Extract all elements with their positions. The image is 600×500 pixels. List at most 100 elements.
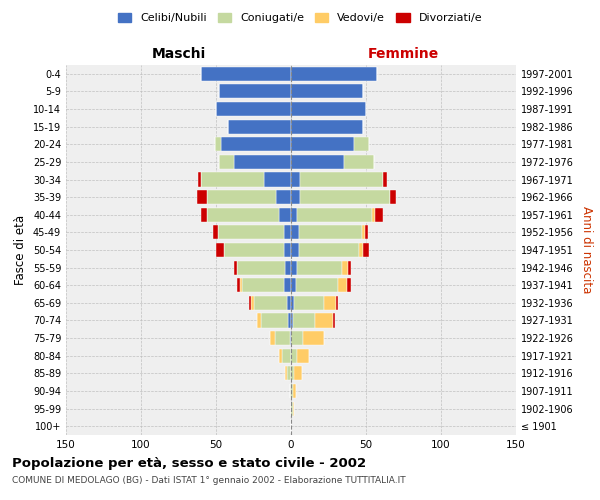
Bar <box>337 278 347 292</box>
Bar <box>261 314 288 328</box>
Bar <box>291 331 303 345</box>
Bar <box>300 190 390 204</box>
Bar <box>197 190 207 204</box>
Bar <box>359 243 363 257</box>
Bar <box>297 260 342 274</box>
Bar <box>315 314 333 328</box>
Bar <box>254 296 287 310</box>
Bar <box>336 296 337 310</box>
Bar <box>293 384 296 398</box>
Bar <box>290 331 291 345</box>
Bar <box>293 314 315 328</box>
Bar <box>290 384 291 398</box>
Bar <box>219 84 291 98</box>
Bar <box>363 243 369 257</box>
Bar <box>251 296 254 310</box>
Bar <box>383 172 387 186</box>
Legend: Celibi/Nubili, Coniugati/e, Vedovi/e, Divorziati/e: Celibi/Nubili, Coniugati/e, Vedovi/e, Di… <box>113 8 487 28</box>
Bar <box>299 243 359 257</box>
Bar <box>249 296 251 310</box>
Bar <box>257 314 261 328</box>
Bar <box>375 208 383 222</box>
Bar <box>291 190 300 204</box>
Bar <box>288 314 291 328</box>
Bar <box>234 155 291 169</box>
Bar <box>291 243 299 257</box>
Bar <box>300 172 383 186</box>
Bar <box>365 226 367 239</box>
Bar <box>324 296 336 310</box>
Bar <box>201 208 207 222</box>
Y-axis label: Fasce di età: Fasce di età <box>14 215 27 285</box>
Bar <box>291 314 293 328</box>
Bar <box>279 208 291 222</box>
Bar <box>285 260 291 274</box>
Bar <box>294 296 324 310</box>
Bar <box>291 172 300 186</box>
Bar <box>216 102 291 116</box>
Bar <box>275 331 290 345</box>
Bar <box>264 172 291 186</box>
Bar <box>291 296 294 310</box>
Bar <box>234 260 237 274</box>
Bar <box>201 67 291 81</box>
Bar <box>303 331 324 345</box>
Bar <box>291 155 343 169</box>
Bar <box>291 67 377 81</box>
Bar <box>291 278 296 292</box>
Bar <box>285 366 287 380</box>
Bar <box>218 226 284 239</box>
Bar <box>284 278 291 292</box>
Bar <box>361 226 365 239</box>
Bar <box>207 190 276 204</box>
Bar <box>291 84 363 98</box>
Bar <box>291 137 354 152</box>
Bar <box>221 137 291 152</box>
Bar <box>348 260 351 274</box>
Bar <box>293 402 294 415</box>
Bar <box>276 190 291 204</box>
Bar <box>219 155 234 169</box>
Bar <box>390 190 396 204</box>
Bar <box>291 102 366 116</box>
Bar <box>297 348 309 363</box>
Bar <box>270 331 275 345</box>
Bar <box>279 348 282 363</box>
Bar <box>213 226 218 239</box>
Bar <box>282 348 291 363</box>
Bar <box>201 172 264 186</box>
Bar <box>291 226 299 239</box>
Bar <box>228 120 291 134</box>
Bar <box>237 278 240 292</box>
Bar <box>291 384 293 398</box>
Text: COMUNE DI MEDOLAGO (BG) - Dati ISTAT 1° gennaio 2002 - Elaborazione TUTTITALIA.I: COMUNE DI MEDOLAGO (BG) - Dati ISTAT 1° … <box>12 476 406 485</box>
Bar <box>287 296 291 310</box>
Bar <box>291 260 297 274</box>
Bar <box>343 155 373 169</box>
Bar <box>291 366 294 380</box>
Bar <box>291 208 297 222</box>
Bar <box>347 278 351 292</box>
Bar <box>215 137 221 152</box>
Bar <box>291 402 293 415</box>
Bar <box>296 278 337 292</box>
Bar <box>291 348 297 363</box>
Bar <box>354 137 369 152</box>
Bar <box>223 243 284 257</box>
Bar <box>198 172 201 186</box>
Bar <box>216 243 223 257</box>
Bar <box>207 208 279 222</box>
Bar <box>284 226 291 239</box>
Text: Maschi: Maschi <box>151 48 206 62</box>
Text: Popolazione per età, sesso e stato civile - 2002: Popolazione per età, sesso e stato civil… <box>12 458 366 470</box>
Bar <box>287 366 291 380</box>
Bar <box>291 120 363 134</box>
Bar <box>299 226 361 239</box>
Bar <box>333 314 335 328</box>
Bar <box>342 260 348 274</box>
Bar <box>297 208 372 222</box>
Bar <box>294 366 302 380</box>
Bar <box>237 260 285 274</box>
Bar <box>372 208 375 222</box>
Bar <box>240 278 241 292</box>
